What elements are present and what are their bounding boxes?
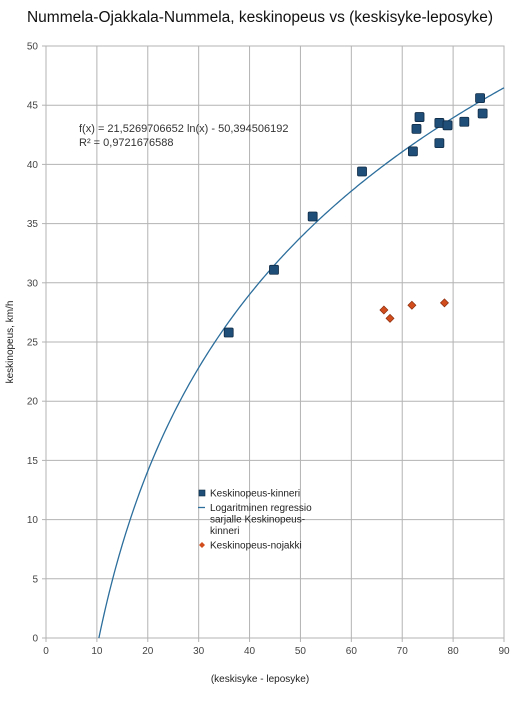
y-tick-label: 25	[27, 338, 39, 349]
legend: Keskinopeus-kinneri Logaritminen regressi…	[198, 489, 312, 552]
y-tick-label: 50	[27, 42, 39, 53]
legend-square-icon	[198, 489, 206, 497]
data-point-square	[459, 116, 470, 127]
data-point-square	[434, 118, 445, 128]
y-tick-label: 10	[27, 515, 39, 526]
data-point-diamond	[439, 298, 449, 308]
x-tick-label: 20	[142, 646, 154, 657]
data-point-square	[223, 327, 234, 338]
data-point-square	[357, 166, 367, 177]
legend-diamond-icon	[199, 542, 205, 548]
grid	[46, 46, 504, 638]
legend-label: Keskinopeus-kinneri	[210, 489, 300, 500]
data-point-square	[269, 264, 279, 275]
x-tick-label: 10	[91, 646, 103, 657]
y-tick-label: 20	[27, 397, 39, 408]
data-point-square	[408, 146, 418, 157]
y-tick-label: 30	[27, 278, 39, 289]
data-point-square	[434, 138, 445, 148]
y-tick-label: 0	[32, 634, 38, 645]
x-tick-label: 90	[498, 646, 510, 657]
x-tick-label: 60	[346, 646, 358, 657]
axis-ticks: 0 10 20 30 40 50 60 70 80 90 0 5 10 15 20 25 30 35 40 45 50	[27, 42, 510, 658]
x-tick-label: 0	[43, 646, 49, 657]
data-point-square	[414, 112, 425, 122]
chart-title: Nummela-Ojakkala-Nummela, keskinopeus vs…	[27, 9, 493, 26]
y-tick-label: 35	[27, 219, 39, 230]
data-point-square	[477, 108, 488, 119]
y-tick-label: 45	[27, 101, 39, 112]
data-point-diamond	[385, 313, 395, 323]
data-point-square	[442, 120, 453, 131]
data-point-square	[307, 211, 318, 222]
x-tick-label: 50	[295, 646, 307, 657]
data-point-square	[475, 93, 485, 103]
y-axis-label: keskinopeus, km/h	[5, 301, 16, 384]
y-tick-label: 15	[27, 456, 39, 467]
data-point-diamond	[379, 305, 389, 315]
x-tick-label: 30	[193, 646, 205, 657]
trendline-layer	[98, 87, 505, 639]
legend-label: sarjalle Keskinopeus-	[210, 515, 305, 526]
data-point-diamond	[407, 300, 417, 310]
legend-label: Logaritminen regressio	[210, 503, 312, 514]
trendline-r-squared: R² = 0,9721676588	[79, 137, 174, 149]
y-tick-label: 40	[27, 160, 39, 171]
trendline	[98, 87, 505, 639]
legend-label: kinneri	[210, 526, 239, 537]
x-tick-label: 80	[448, 646, 460, 657]
trendline-equation: f(x) = 21,5269706652 ln(x) - 50,39450619…	[79, 123, 288, 135]
y-tick-label: 5	[32, 574, 38, 585]
x-axis-label: (keskisyke - leposyke)	[211, 674, 309, 685]
legend-label: Keskinopeus-nojakki	[210, 541, 302, 552]
data-point-square	[411, 123, 422, 134]
x-tick-label: 70	[397, 646, 409, 657]
x-tick-label: 40	[244, 646, 256, 657]
data-points	[223, 93, 488, 338]
